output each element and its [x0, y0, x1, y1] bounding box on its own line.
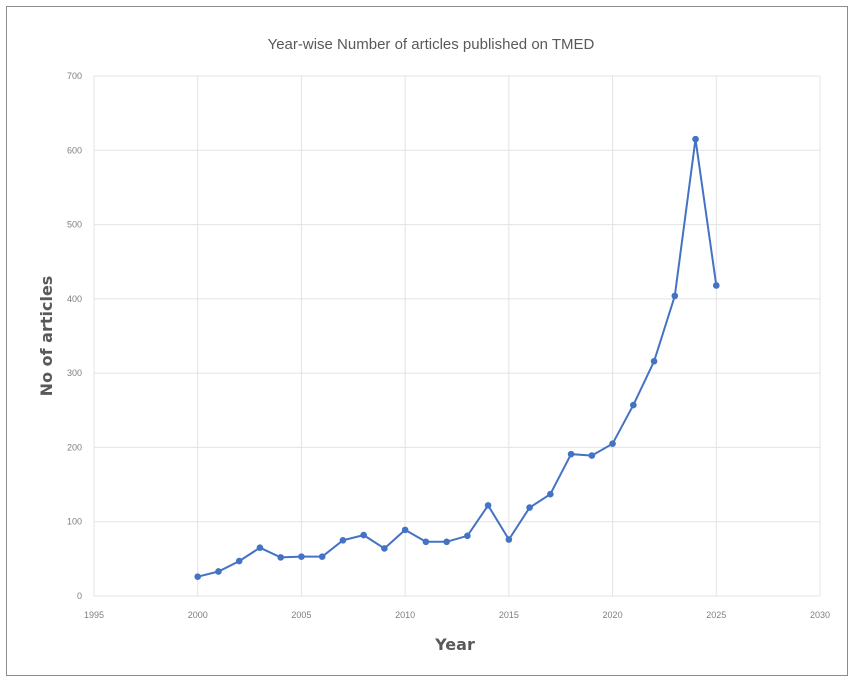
y-tick-label: 700 — [67, 71, 82, 81]
data-point — [609, 440, 616, 448]
data-point — [671, 292, 679, 300]
chart-title: Year-wise Number of articles published o… — [268, 36, 595, 53]
chart-frame — [6, 6, 848, 676]
data-point — [505, 536, 513, 543]
y-axis-title: No of articles — [37, 276, 56, 397]
y-tick-label: 300 — [67, 368, 82, 378]
y-axis-ticks: 0 100 200 300 400 500 600 700 — [67, 71, 82, 601]
x-tick-label: 1995 — [84, 610, 104, 620]
y-tick-label: 600 — [67, 145, 82, 155]
data-point — [360, 531, 367, 539]
y-tick-label: 100 — [67, 517, 82, 527]
data-point — [588, 452, 596, 459]
data-point — [547, 490, 554, 498]
data-point — [298, 553, 305, 560]
x-tick-label: 2025 — [706, 610, 726, 620]
x-axis-ticks: 1995 2000 2005 2010 2015 2020 2025 2030 — [84, 610, 830, 620]
x-tick-label: 2020 — [603, 610, 623, 620]
series-line — [197, 138, 718, 578]
data-point — [484, 502, 492, 509]
data-point — [339, 536, 347, 544]
x-axis-title: Year — [434, 635, 475, 654]
x-tick-label: 2000 — [188, 610, 208, 620]
data-point — [277, 554, 284, 561]
data-point — [318, 553, 326, 560]
data-point — [194, 573, 202, 580]
data-point — [650, 357, 658, 365]
gridlines — [93, 75, 821, 597]
y-tick-label: 500 — [67, 220, 82, 230]
data-point — [464, 532, 471, 540]
x-tick-label: 2015 — [499, 610, 519, 620]
y-tick-label: 200 — [67, 442, 82, 452]
series-layer — [194, 135, 720, 580]
data-point — [526, 504, 533, 511]
data-point — [567, 450, 575, 458]
data-point — [235, 557, 243, 565]
data-point — [443, 538, 450, 546]
x-tick-label: 2010 — [395, 610, 415, 620]
y-tick-label: 400 — [67, 294, 82, 304]
data-point — [215, 568, 222, 575]
data-point — [256, 544, 264, 552]
x-tick-label: 2005 — [291, 610, 311, 620]
data-point — [401, 526, 409, 534]
data-point — [381, 545, 388, 552]
y-tick-label: 0 — [77, 591, 82, 601]
data-point — [692, 135, 699, 143]
data-point — [422, 538, 430, 546]
data-point — [712, 282, 720, 289]
x-tick-label: 2030 — [810, 610, 830, 620]
data-point — [630, 401, 637, 409]
